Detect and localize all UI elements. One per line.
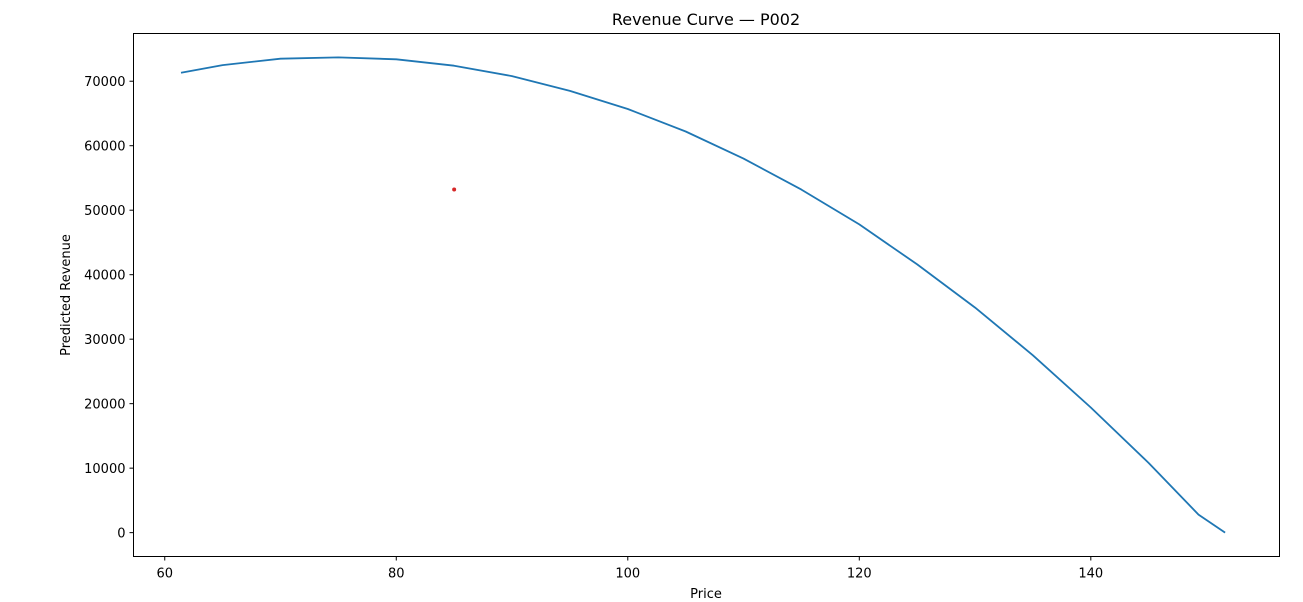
x-tick-label: 140 [1078,567,1103,582]
y-tick-label: 50000 [84,204,125,219]
chart-title: Revenue Curve — P002 [612,10,800,29]
y-axis-label: Predicted Revenue [59,234,74,356]
y-axis: 0 10000 20000 30000 40000 50000 60000 70000 [84,75,134,542]
y-tick-label: 30000 [84,333,125,348]
y-tick-label: 0 [117,527,125,542]
series-layer [180,56,1226,534]
revenue-series-line [180,56,1226,534]
x-axis-label: Price [690,587,722,602]
x-tick-label: 60 [156,567,173,582]
x-tick-label: 100 [615,567,640,582]
y-tick-label: 70000 [84,75,125,90]
x-tick-label: 120 [847,567,872,582]
y-tick-label: 40000 [84,269,125,284]
plot-area [133,33,1280,557]
x-axis: 60 80 100 120 140 [156,556,1103,582]
current-price-point [452,187,457,192]
y-tick-label: 20000 [84,398,125,413]
x-tick-label: 80 [388,567,405,582]
y-tick-label: 10000 [84,462,125,477]
y-tick-label: 60000 [84,140,125,155]
